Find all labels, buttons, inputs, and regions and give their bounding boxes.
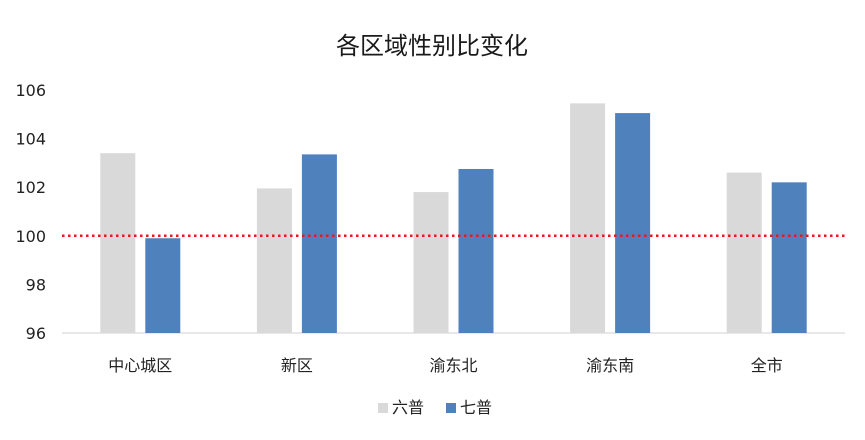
chart-title: 各区域性别比变化 bbox=[336, 32, 528, 60]
y-axis: 96 98 100 102 104 106 bbox=[15, 81, 46, 343]
bar-series1 bbox=[726, 172, 762, 333]
bar-series2 bbox=[145, 238, 181, 333]
legend-label: 六普 bbox=[392, 398, 424, 417]
bar-series2 bbox=[615, 113, 651, 334]
bar-series1 bbox=[256, 188, 292, 333]
bar-series2 bbox=[301, 154, 337, 333]
x-tick-label: 全市 bbox=[751, 356, 783, 375]
bar-series2 bbox=[771, 182, 807, 333]
legend: 六普 七普 bbox=[378, 398, 492, 417]
y-tick-label: 102 bbox=[15, 178, 46, 197]
legend-label: 七普 bbox=[460, 398, 492, 417]
y-tick-label: 98 bbox=[26, 275, 46, 294]
bar-series2 bbox=[458, 168, 494, 333]
y-tick-label: 104 bbox=[15, 130, 46, 149]
y-tick-label: 96 bbox=[26, 324, 46, 343]
y-tick-label: 100 bbox=[15, 227, 46, 246]
x-tick-label: 新区 bbox=[281, 356, 313, 375]
legend-swatch bbox=[378, 403, 388, 413]
x-axis: 中心城区 新区 渝东北 渝东南 全市 bbox=[62, 332, 845, 375]
y-tick-label: 106 bbox=[15, 81, 46, 100]
legend-swatch bbox=[446, 403, 456, 413]
x-tick-label: 中心城区 bbox=[108, 356, 172, 375]
bar-series1 bbox=[570, 103, 606, 334]
bar-series1 bbox=[413, 192, 449, 333]
bar-series1 bbox=[100, 153, 136, 333]
x-tick-label: 渝东北 bbox=[429, 356, 477, 375]
bars bbox=[100, 103, 807, 334]
x-tick-label: 渝东南 bbox=[586, 356, 634, 375]
